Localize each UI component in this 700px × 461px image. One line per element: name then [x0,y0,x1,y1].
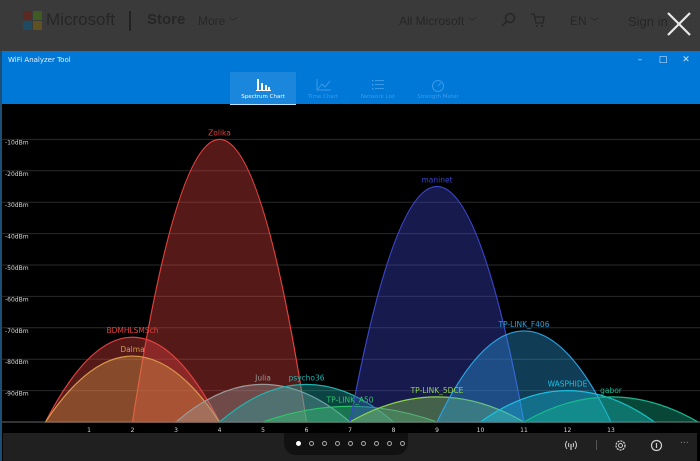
store-link[interactable]: Store [147,11,186,28]
network-label: gabor [600,386,623,395]
x-tick-label: 11 [520,427,528,434]
x-tick-label: 2 [131,427,135,434]
chevron-down-icon: ﹀ [228,17,238,27]
all-microsoft-menu[interactable]: All Microsoft ﹀ [399,14,477,28]
signal-icon[interactable] [564,440,578,450]
network-label: TP-LINK_F406 [498,320,550,329]
chevron-down-icon: ﹀ [590,17,600,27]
app-title: WiFi Analyzer Tool [8,56,71,64]
page-dot[interactable] [387,441,392,446]
divider [596,440,597,450]
y-tick-label: -50dBm [5,265,29,272]
network-curve[interactable] [217,383,396,423]
window-close-button[interactable]: ✕ [682,55,690,65]
line-chart-icon [316,79,331,91]
x-tick-label: 12 [564,427,572,434]
tab-label: Spectrum Chart [241,94,285,100]
search-icon[interactable] [500,12,516,28]
y-tick-label: -20dBm [5,171,29,178]
more-icon[interactable]: ... [680,436,689,446]
minimize-button[interactable]: – [637,55,643,65]
page-dot[interactable] [400,441,405,446]
network-label: TP-LINK_A50 [326,395,374,404]
y-tick-label: -80dBm [5,359,29,366]
page-indicator[interactable] [284,433,408,455]
more-menu[interactable]: More ﹀ [198,14,238,28]
y-tick-label: -30dBm [5,202,29,209]
tab-spectrum-chart[interactable]: Spectrum Chart [230,72,296,105]
info-icon[interactable] [650,439,663,452]
network-curve[interactable] [44,355,221,423]
y-tick-label: -10dBm [5,139,29,146]
network-label: maninet [421,176,452,185]
all-microsoft-label: All Microsoft [399,14,465,28]
tab-label: Time Chart [307,94,339,100]
page-dot[interactable] [374,441,379,446]
network-curve[interactable] [478,390,657,423]
x-tick-label: 4 [218,427,222,434]
network-curve[interactable] [521,396,700,423]
tab-label: Strength Meter [417,94,459,100]
x-tick-label: 3 [174,427,178,434]
network-curve[interactable] [262,405,438,423]
page-dot[interactable] [348,441,353,446]
language-label: EN [570,14,587,28]
x-tick-label: 13 [607,427,615,434]
page-dot[interactable] [322,441,327,446]
y-tick-label: -40dBm [5,234,29,241]
x-tick-label: 7 [348,427,352,434]
network-label: BDMHLSMSch [106,326,158,335]
more-label: More [198,14,226,28]
title-bar: WiFi Analyzer Tool – □ ✕ Spectrum Chart … [0,51,700,105]
y-tick-label: -60dBm [5,296,29,303]
tab-label: Network List [360,94,396,100]
network-curve[interactable] [174,383,352,423]
maximize-button[interactable]: □ [658,55,668,65]
network-label: TP-LINK_5DCE [410,386,464,395]
page-dot[interactable] [309,441,314,446]
page-dot[interactable] [335,441,340,446]
language-menu[interactable]: EN ﹀ [570,14,599,28]
network-curve[interactable] [131,139,308,423]
network-curve[interactable] [349,186,525,423]
tab-strength-meter[interactable]: Strength Meter [405,72,471,104]
x-tick-label: 10 [477,427,485,434]
tab-time-chart[interactable]: Time Chart [290,72,356,104]
divider [129,11,131,31]
list-icon [372,80,384,90]
store-header: Microsoft Store More ﹀ All Microsoft ﹀ E… [0,0,700,50]
bar-chart-icon [256,79,271,91]
settings-icon[interactable] [614,439,627,452]
network-label: Julia [254,373,271,382]
x-tick-label: 8 [392,427,396,434]
cart-icon[interactable] [530,12,546,28]
sign-in-link[interactable]: Sign in [628,14,668,29]
close-icon[interactable] [665,10,693,38]
network-label: Zolika [208,128,231,137]
network-curve[interactable] [436,330,612,423]
network-label: psycho36 [288,373,324,382]
x-tick-label: 6 [305,427,309,434]
gauge-icon [432,80,444,92]
network-label: Dalma [120,345,144,354]
microsoft-logo-icon[interactable] [23,11,42,30]
x-tick-label: 1 [87,427,91,434]
spectrum-chart: -10dBm -20dBm -30dBm -40dBm -50dBm -60dBm -70d… [2,128,700,434]
chevron-down-icon: ﹀ [467,17,477,27]
network-label: WASPHIDE [548,380,588,389]
network-curve[interactable] [44,336,221,423]
network-curve[interactable] [347,396,527,423]
tab-network-list[interactable]: Network List [345,72,411,104]
page-dot[interactable] [296,441,301,446]
y-tick-label: -70dBm [5,328,29,335]
page-dot[interactable] [361,441,366,446]
brand-name[interactable]: Microsoft [46,10,115,29]
x-tick-label: 5 [261,427,265,434]
y-tick-label: -90dBm [5,391,29,398]
x-tick-label: 9 [435,427,439,434]
app-window: WiFi Analyzer Tool – □ ✕ Spectrum Chart … [0,51,700,461]
window-border [0,51,2,461]
